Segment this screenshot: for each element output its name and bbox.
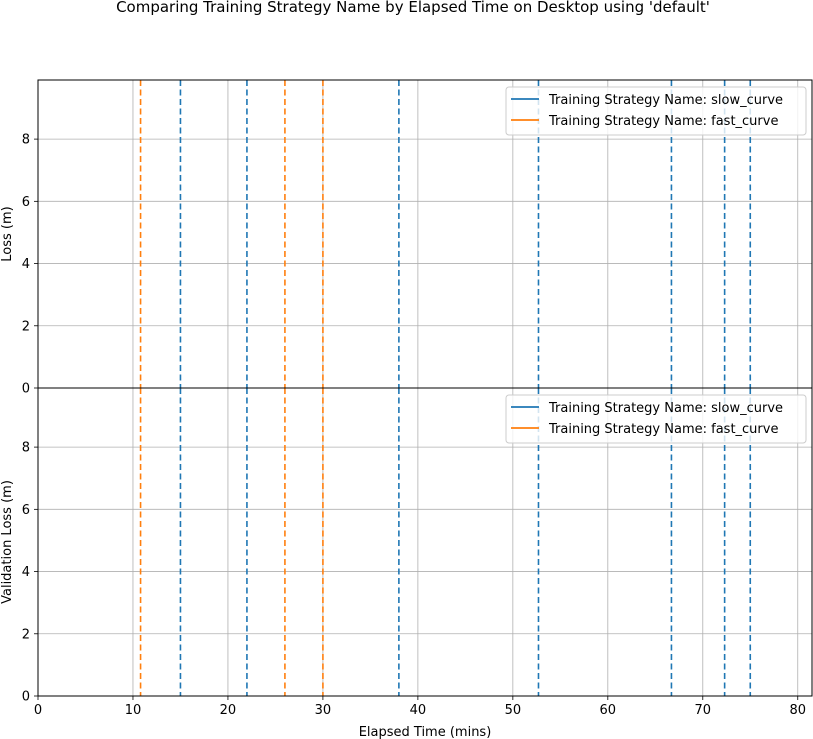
legend: Training Strategy Name: slow_curve Traini… — [505, 394, 807, 444]
y-axis-label: Loss (m) — [0, 206, 15, 261]
y-tick-label: 6 — [22, 195, 30, 210]
x-tick-label: 60 — [600, 703, 617, 718]
x-tick-label: 70 — [695, 703, 712, 718]
subplot-1: 0 2 4 6 8 Loss (m) Training Strategy Name: slo… — [0, 79, 813, 397]
legend-frame — [505, 86, 807, 136]
legend-entry: Training Strategy Name: slow_curve — [548, 93, 783, 108]
y-tick-label: 4 — [22, 565, 30, 580]
x-tick-label: 40 — [410, 703, 427, 718]
x-tick-label: 0 — [34, 703, 42, 718]
y-tick-label: 6 — [22, 503, 30, 518]
x-tick-label: 50 — [505, 703, 522, 718]
legend: Training Strategy Name: slow_curve Traini… — [505, 86, 807, 136]
legend-frame — [505, 394, 807, 444]
legend-entry: Training Strategy Name: fast_curve — [548, 114, 778, 129]
chart-title: Comparing Training Strategy Name by Elap… — [116, 0, 710, 16]
y-tick-label: 8 — [22, 133, 30, 148]
y-tick-label: 4 — [22, 257, 30, 272]
y-axis-label: Validation Loss (m) — [0, 480, 15, 604]
x-tick-label: 80 — [789, 703, 806, 718]
y-tick-label: 8 — [22, 441, 30, 456]
x-axis-label: Elapsed Time (mins) — [359, 725, 492, 739]
x-tick-label: 20 — [220, 703, 237, 718]
legend-entry: Training Strategy Name: slow_curve — [548, 401, 783, 416]
x-tick-label: 10 — [125, 703, 142, 718]
y-tick-label: 2 — [22, 627, 30, 642]
y-tick-label: 0 — [22, 690, 30, 705]
plot-area: 0 2 4 6 8 Loss (m) Training Strategy Name: slo… — [0, 79, 813, 739]
axes-frame — [37, 387, 813, 697]
y-tick-label: 0 — [22, 382, 30, 397]
x-tick-label: 30 — [315, 703, 332, 718]
legend-entry: Training Strategy Name: fast_curve — [548, 422, 778, 437]
subplot-2: 0 2 4 6 8 Validation Loss (m) Training Strateg… — [0, 387, 813, 705]
y-tick-label: 2 — [22, 319, 30, 334]
